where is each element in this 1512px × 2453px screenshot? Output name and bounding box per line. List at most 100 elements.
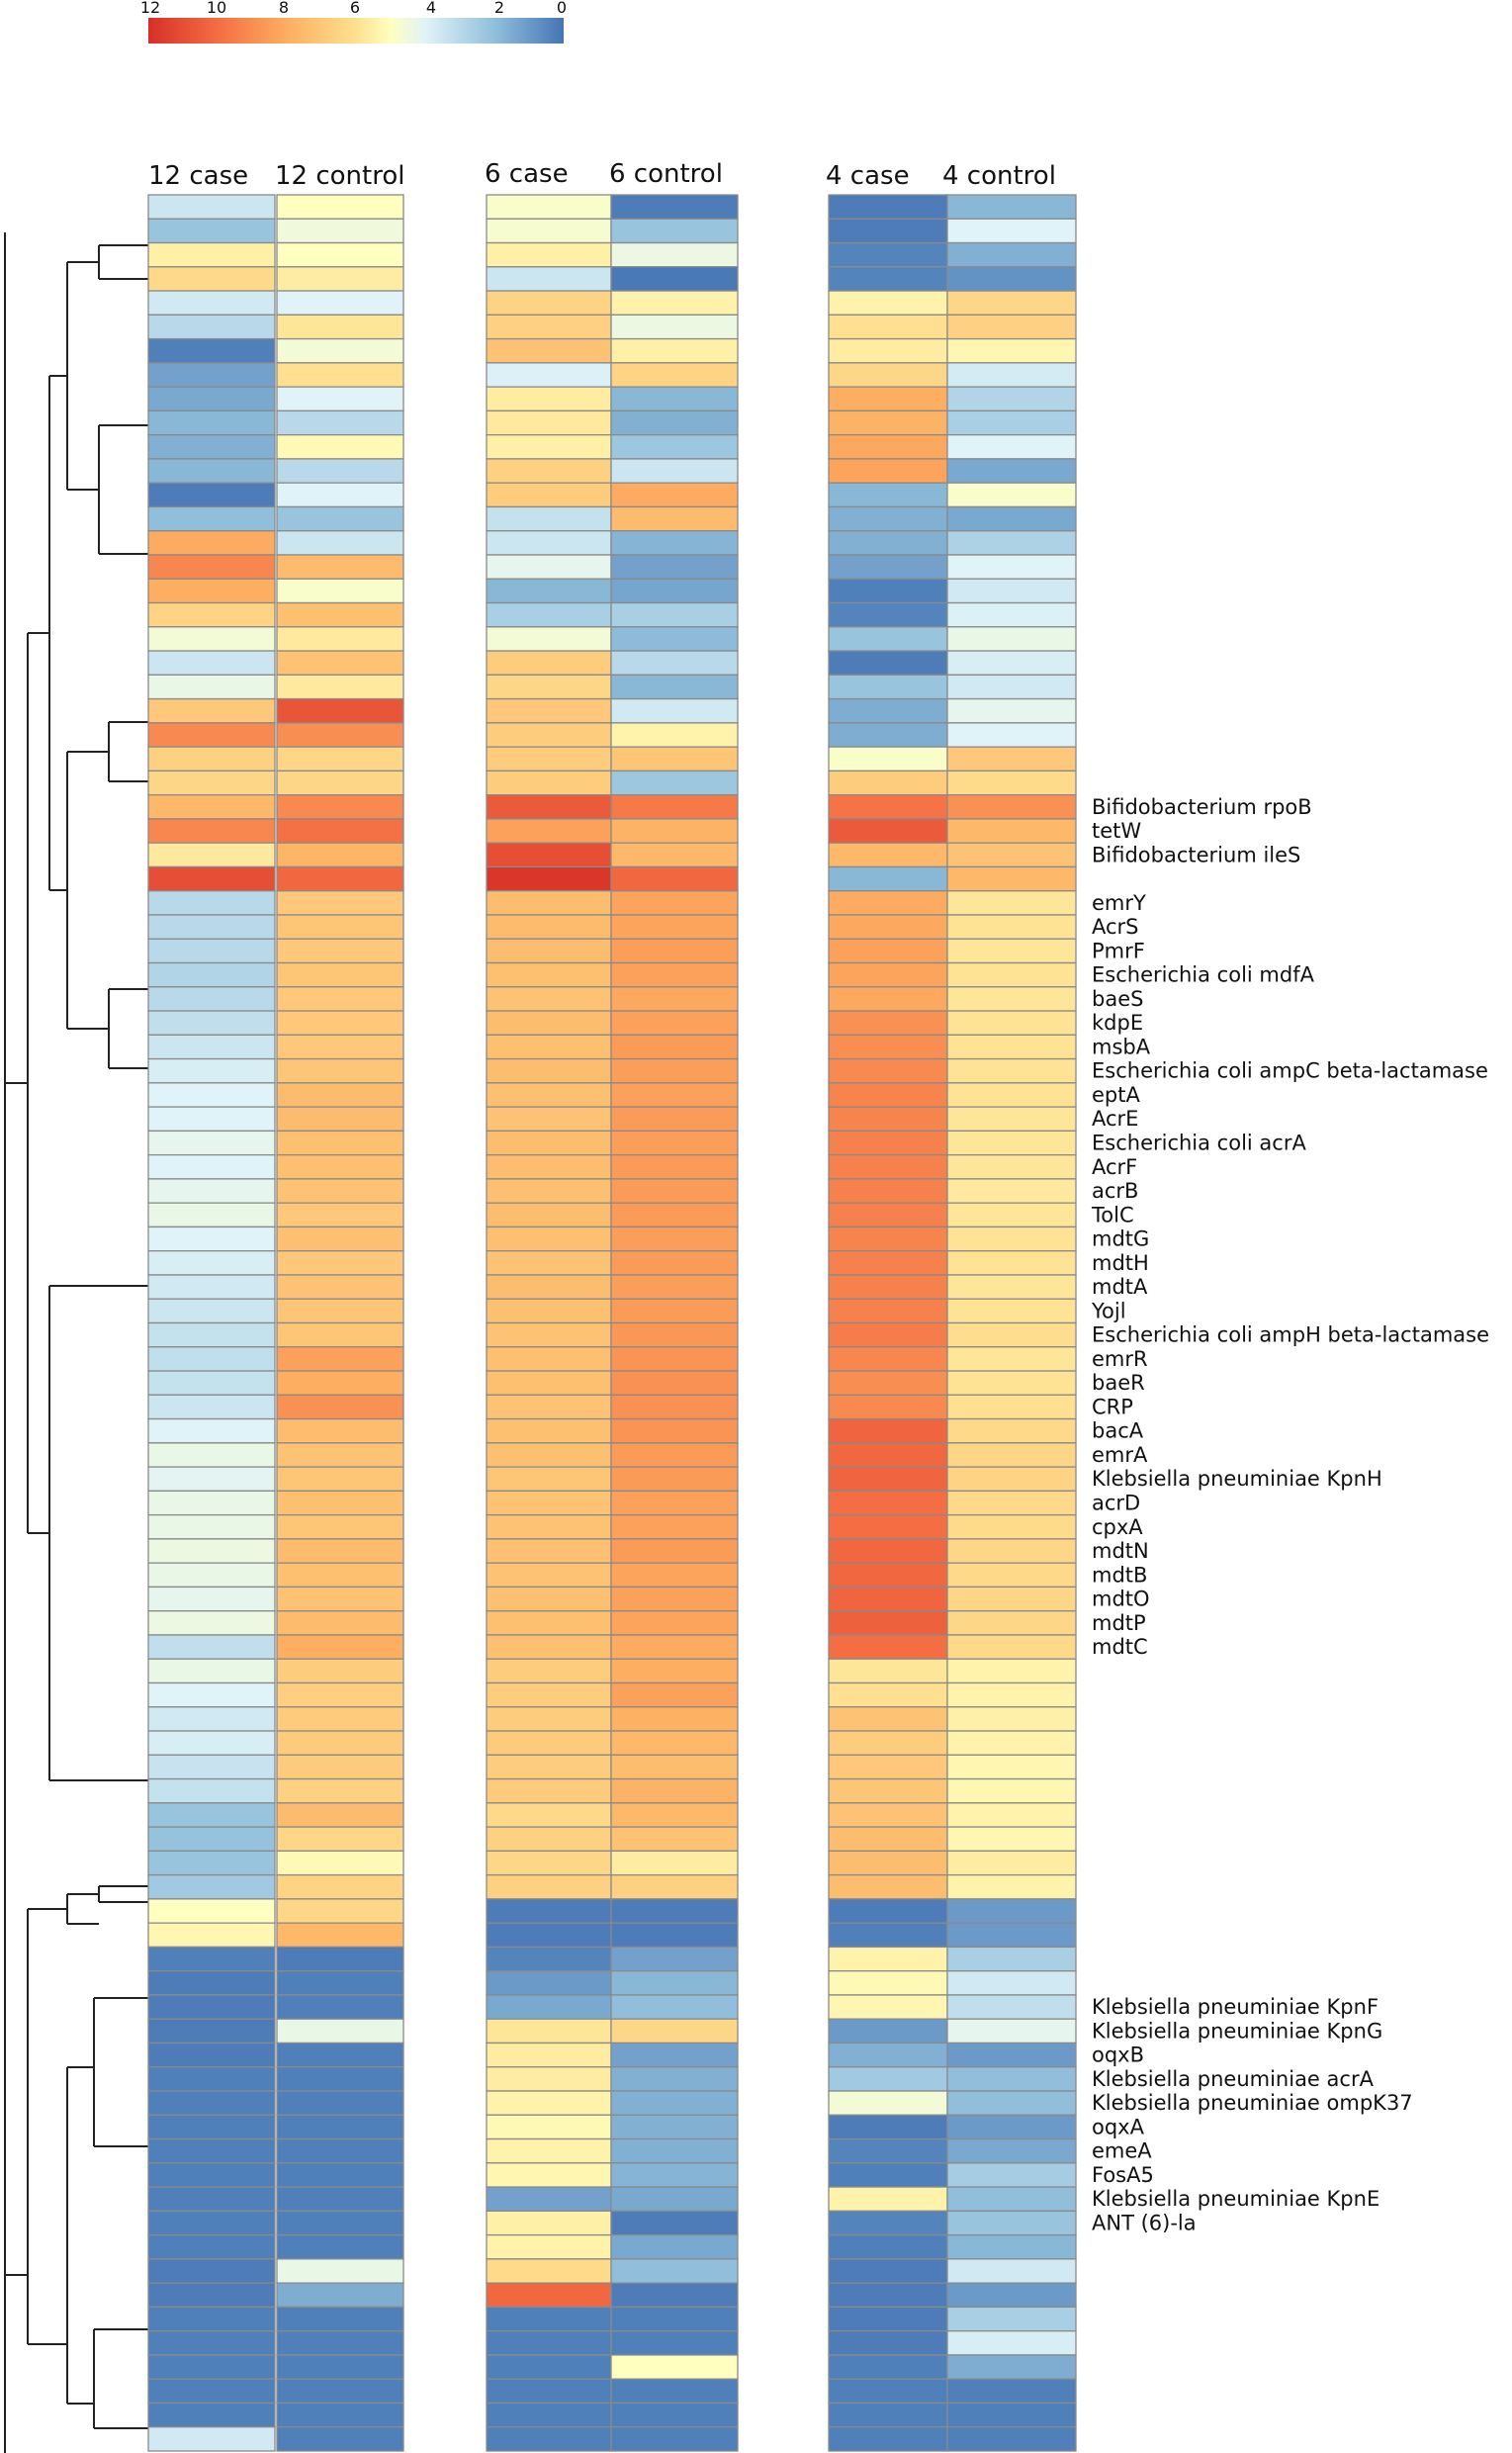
heatmap-cell xyxy=(486,1178,612,1204)
heatmap-cell xyxy=(486,1106,612,1133)
heatmap-cell xyxy=(946,2137,1077,2164)
heatmap-cell xyxy=(946,1730,1077,1756)
heatmap-cell xyxy=(486,1298,612,1324)
heatmap-cell xyxy=(828,2114,948,2140)
heatmap-cell xyxy=(946,890,1077,916)
heatmap-cell xyxy=(828,337,948,364)
heatmap-cell xyxy=(147,434,276,460)
heatmap-cell xyxy=(946,2282,1077,2309)
heatmap-cell xyxy=(828,530,948,556)
heatmap-cell xyxy=(610,1802,739,1828)
heatmap-cell xyxy=(946,1394,1077,1420)
heatmap-cell xyxy=(946,1370,1077,1396)
heatmap-cell xyxy=(946,2378,1077,2405)
heatmap-cell xyxy=(486,1658,612,1684)
heatmap-cell xyxy=(946,1202,1077,1228)
color-legend-bar xyxy=(148,18,564,44)
row-label: CRP xyxy=(1092,1395,1133,1418)
row-label: AcrE xyxy=(1092,1107,1138,1131)
heatmap-cell xyxy=(610,842,739,868)
row-label: Bifidobacterium ileS xyxy=(1092,843,1300,866)
heatmap-cell xyxy=(946,266,1077,292)
heatmap-cell xyxy=(486,1754,612,1780)
heatmap-cell xyxy=(486,2210,612,2236)
heatmap-cell xyxy=(147,770,276,796)
heatmap-cell xyxy=(486,2018,612,2044)
row-label: oqxA xyxy=(1092,2115,1145,2138)
heatmap-cell xyxy=(486,601,612,628)
heatmap-cell xyxy=(147,1106,276,1133)
heatmap-cell xyxy=(610,2402,739,2428)
heatmap-cell xyxy=(147,2186,276,2212)
heatmap-cell xyxy=(486,986,612,1012)
heatmap-cell xyxy=(276,2042,404,2068)
heatmap-cell xyxy=(610,1706,739,1732)
heatmap-cell xyxy=(946,2330,1077,2356)
heatmap-cell xyxy=(946,2426,1077,2452)
heatmap-cell xyxy=(610,458,739,484)
heatmap-cell xyxy=(946,290,1077,316)
heatmap-cell xyxy=(486,770,612,796)
heatmap-cell xyxy=(946,2306,1077,2332)
heatmap-cell xyxy=(946,505,1077,532)
heatmap-cell xyxy=(276,1802,404,1828)
heatmap-cell xyxy=(828,1681,948,1708)
heatmap-cell xyxy=(946,794,1077,820)
heatmap-cell xyxy=(276,794,404,820)
heatmap-cell xyxy=(276,722,404,748)
heatmap-cell xyxy=(276,241,404,268)
heatmap-cell xyxy=(610,2042,739,2068)
heatmap-cell xyxy=(276,1706,404,1732)
heatmap-cell xyxy=(486,865,612,892)
heatmap-cell xyxy=(828,986,948,1012)
heatmap-cell xyxy=(147,1082,276,1108)
row-label: mdtC xyxy=(1092,1635,1148,1659)
heatmap-cell xyxy=(610,578,739,604)
heatmap-cell xyxy=(486,1153,612,1180)
heatmap-cell xyxy=(610,1442,739,1468)
heatmap-cell xyxy=(610,2137,739,2164)
heatmap-cell xyxy=(276,890,404,916)
heatmap-cell xyxy=(147,362,276,388)
heatmap-cell xyxy=(828,2282,948,2309)
heatmap-cell xyxy=(946,1346,1077,1372)
heatmap-cell xyxy=(486,1706,612,1732)
heatmap-cell xyxy=(610,337,739,364)
heatmap-cell xyxy=(276,1538,404,1564)
heatmap-cell xyxy=(610,266,739,292)
heatmap-cell xyxy=(610,865,739,892)
heatmap-cell xyxy=(486,2402,612,2428)
row-label: baeR xyxy=(1092,1371,1145,1395)
heatmap-cell xyxy=(946,1754,1077,1780)
heatmap-cell xyxy=(147,2042,276,2068)
heatmap-cell xyxy=(828,2186,948,2212)
heatmap-cell xyxy=(147,2162,276,2188)
column-title: 4 case xyxy=(826,161,910,191)
heatmap-cell xyxy=(828,1417,948,1444)
row-label: PmrF xyxy=(1092,939,1145,962)
heatmap-cell xyxy=(147,1202,276,1228)
heatmap-cell xyxy=(486,458,612,484)
heatmap-cell xyxy=(610,290,739,316)
heatmap-cell xyxy=(147,290,276,316)
heatmap-cell xyxy=(486,1946,612,1972)
legend-tick: 6 xyxy=(350,0,360,17)
heatmap-cell xyxy=(276,1082,404,1108)
heatmap-cell xyxy=(828,2018,948,2044)
heatmap-cell xyxy=(828,1010,948,1036)
heatmap-cell xyxy=(147,1777,276,1804)
heatmap-cell xyxy=(486,1466,612,1493)
heatmap-cell xyxy=(946,530,1077,556)
column-titles: 12 case 12 control 6 case 6 control 4 ca… xyxy=(148,159,1056,191)
heatmap-cell xyxy=(147,314,276,340)
heatmap-cell xyxy=(147,961,276,988)
heatmap-cell xyxy=(486,2378,612,2405)
heatmap-cell xyxy=(486,314,612,340)
heatmap-cell xyxy=(276,1562,404,1589)
heatmap-cell xyxy=(276,601,404,628)
heatmap-cell xyxy=(147,1466,276,1493)
heatmap-cell xyxy=(828,386,948,412)
heatmap-cell xyxy=(946,1634,1077,1660)
heatmap-cell xyxy=(610,2330,739,2356)
heatmap-cell xyxy=(276,746,404,772)
